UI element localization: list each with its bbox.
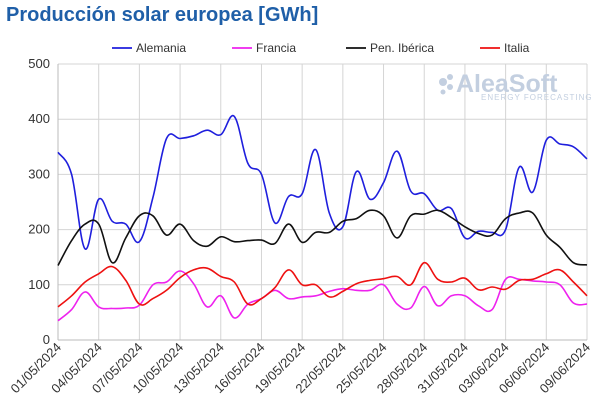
series-line-pen-ib-rica	[57, 209, 588, 266]
logo-dot-icon	[447, 84, 453, 90]
series-layer	[57, 114, 588, 322]
aleasoft-logo: AleaSoft ENERGY FORECASTING	[439, 70, 593, 102]
series-line-italia	[57, 261, 588, 308]
y-tick-label: 400	[28, 111, 50, 126]
legend-label-francia: Francia	[256, 41, 296, 55]
logo-dot-icon	[439, 78, 447, 86]
y-tick-label: 0	[43, 332, 50, 347]
logo-name: AleaSoft	[456, 70, 558, 98]
grid-layer	[57, 63, 588, 341]
y-tick-label: 300	[28, 166, 50, 181]
chart-title: Producción solar europea [GWh]	[6, 4, 319, 26]
legend: Alemania Francia Pen. Ibérica Italia	[112, 41, 530, 55]
y-tick-label: 500	[28, 56, 50, 71]
legend-label-alemania: Alemania	[136, 41, 186, 55]
logo-dot-icon	[447, 74, 453, 80]
logo-dot-icon	[440, 89, 446, 95]
legend-label-italia: Italia	[504, 41, 530, 55]
legend-label-pen-ib-rica: Pen. Ibérica	[370, 41, 434, 55]
series-line-francia	[57, 270, 588, 322]
y-tick-label: 200	[28, 222, 50, 237]
series-line-alemania	[57, 114, 588, 250]
y-tick-label: 100	[28, 277, 50, 292]
logo-tagline: ENERGY FORECASTING	[481, 93, 593, 102]
